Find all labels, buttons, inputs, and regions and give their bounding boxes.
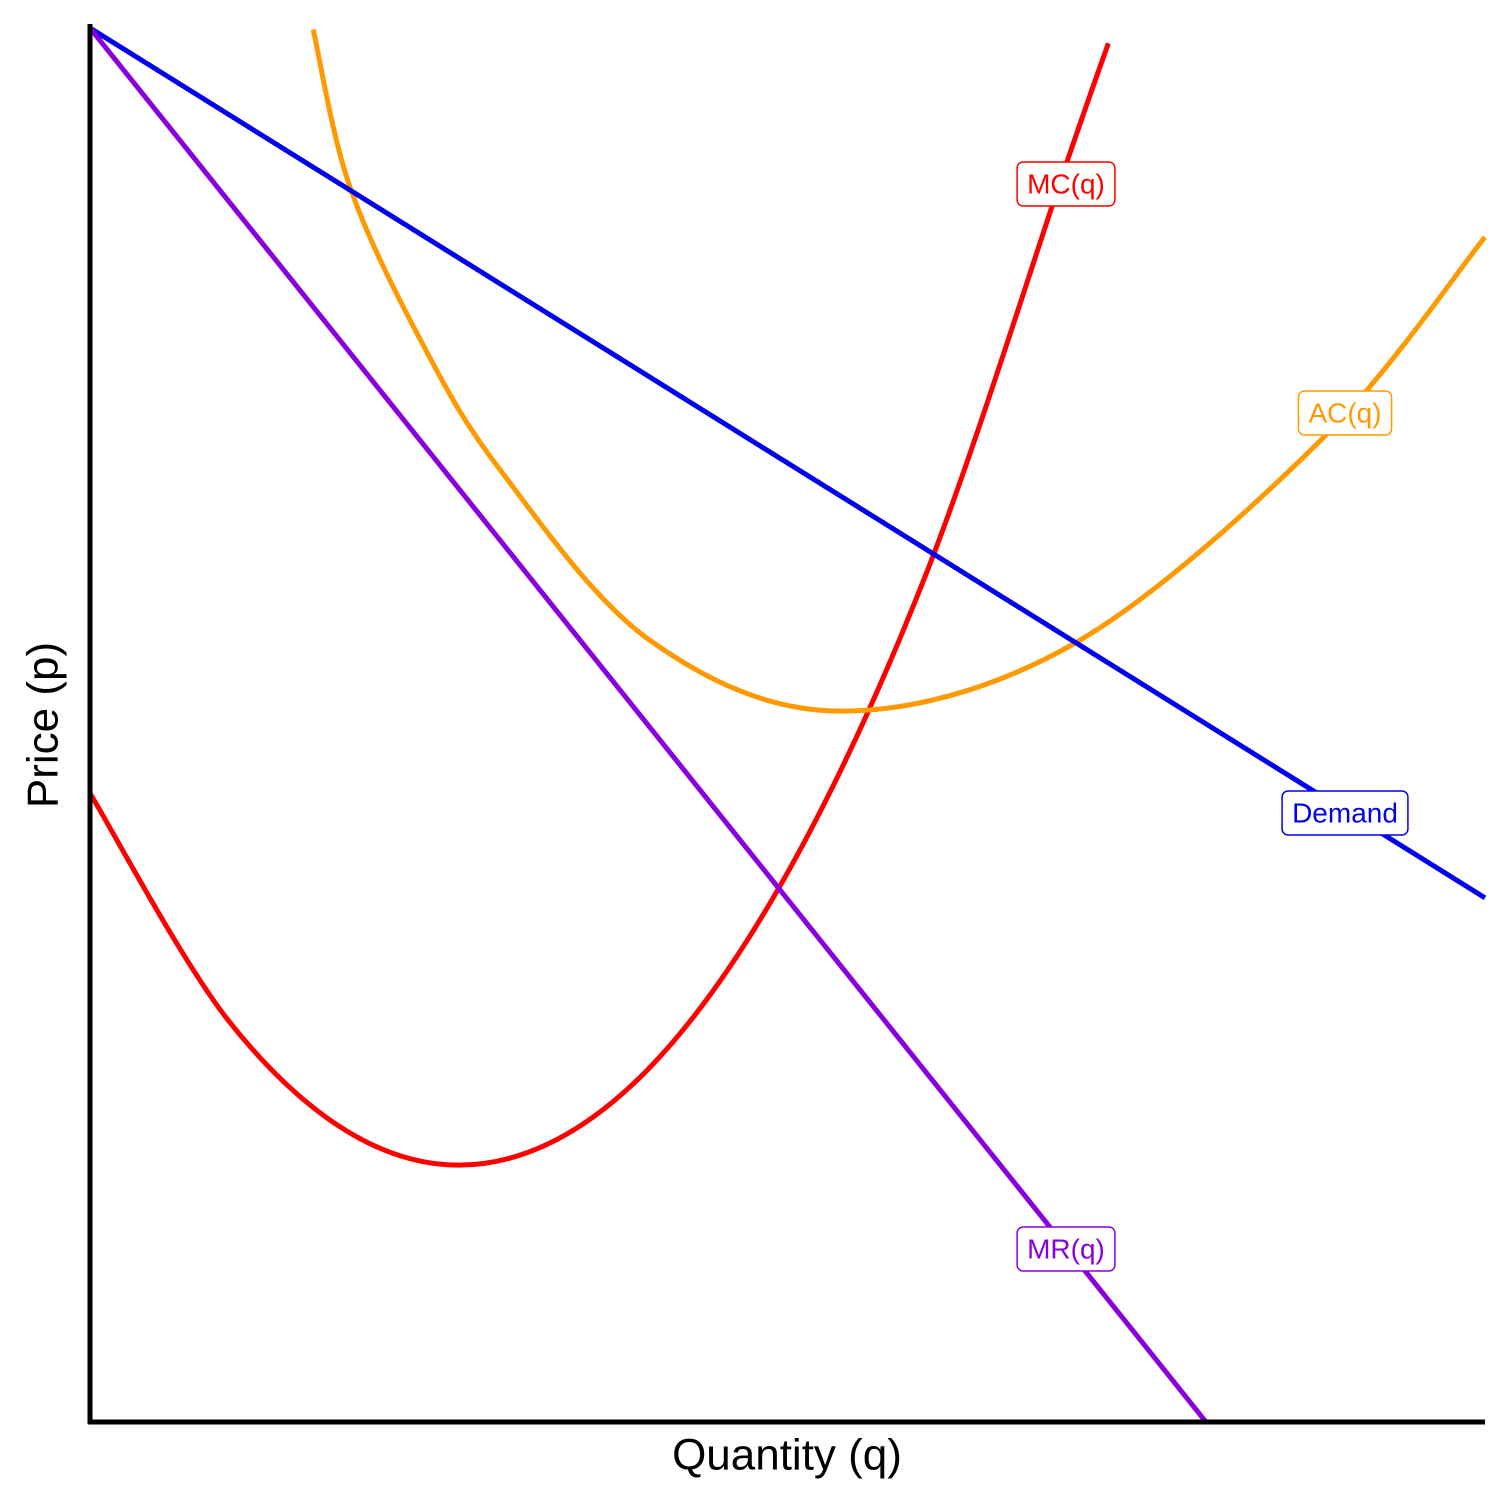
label-box bbox=[1016, 1226, 1116, 1272]
curve-label-box: MR(q) bbox=[1016, 1226, 1116, 1272]
label-box bbox=[1281, 790, 1409, 836]
y-axis-title: Price (p) bbox=[19, 642, 68, 808]
curve bbox=[310, 28, 1487, 714]
legend-label: Demand bbox=[1292, 797, 1398, 828]
label-box bbox=[1016, 161, 1116, 207]
x-axis-title: Quantity (q) bbox=[672, 1431, 902, 1480]
curve-label-box: Demand bbox=[1281, 790, 1409, 836]
label-box bbox=[1297, 390, 1393, 436]
curve bbox=[90, 25, 1487, 900]
curve-label-box: MC(q) bbox=[1016, 161, 1116, 207]
legend-label: MC(q) bbox=[1027, 168, 1105, 199]
legend-label: AC(q) bbox=[1308, 397, 1381, 428]
curve-label-box: AC(q) bbox=[1297, 390, 1393, 436]
curve bbox=[90, 42, 1111, 1168]
legend-label: MR(q) bbox=[1027, 1233, 1105, 1264]
curve bbox=[90, 26, 1208, 1422]
